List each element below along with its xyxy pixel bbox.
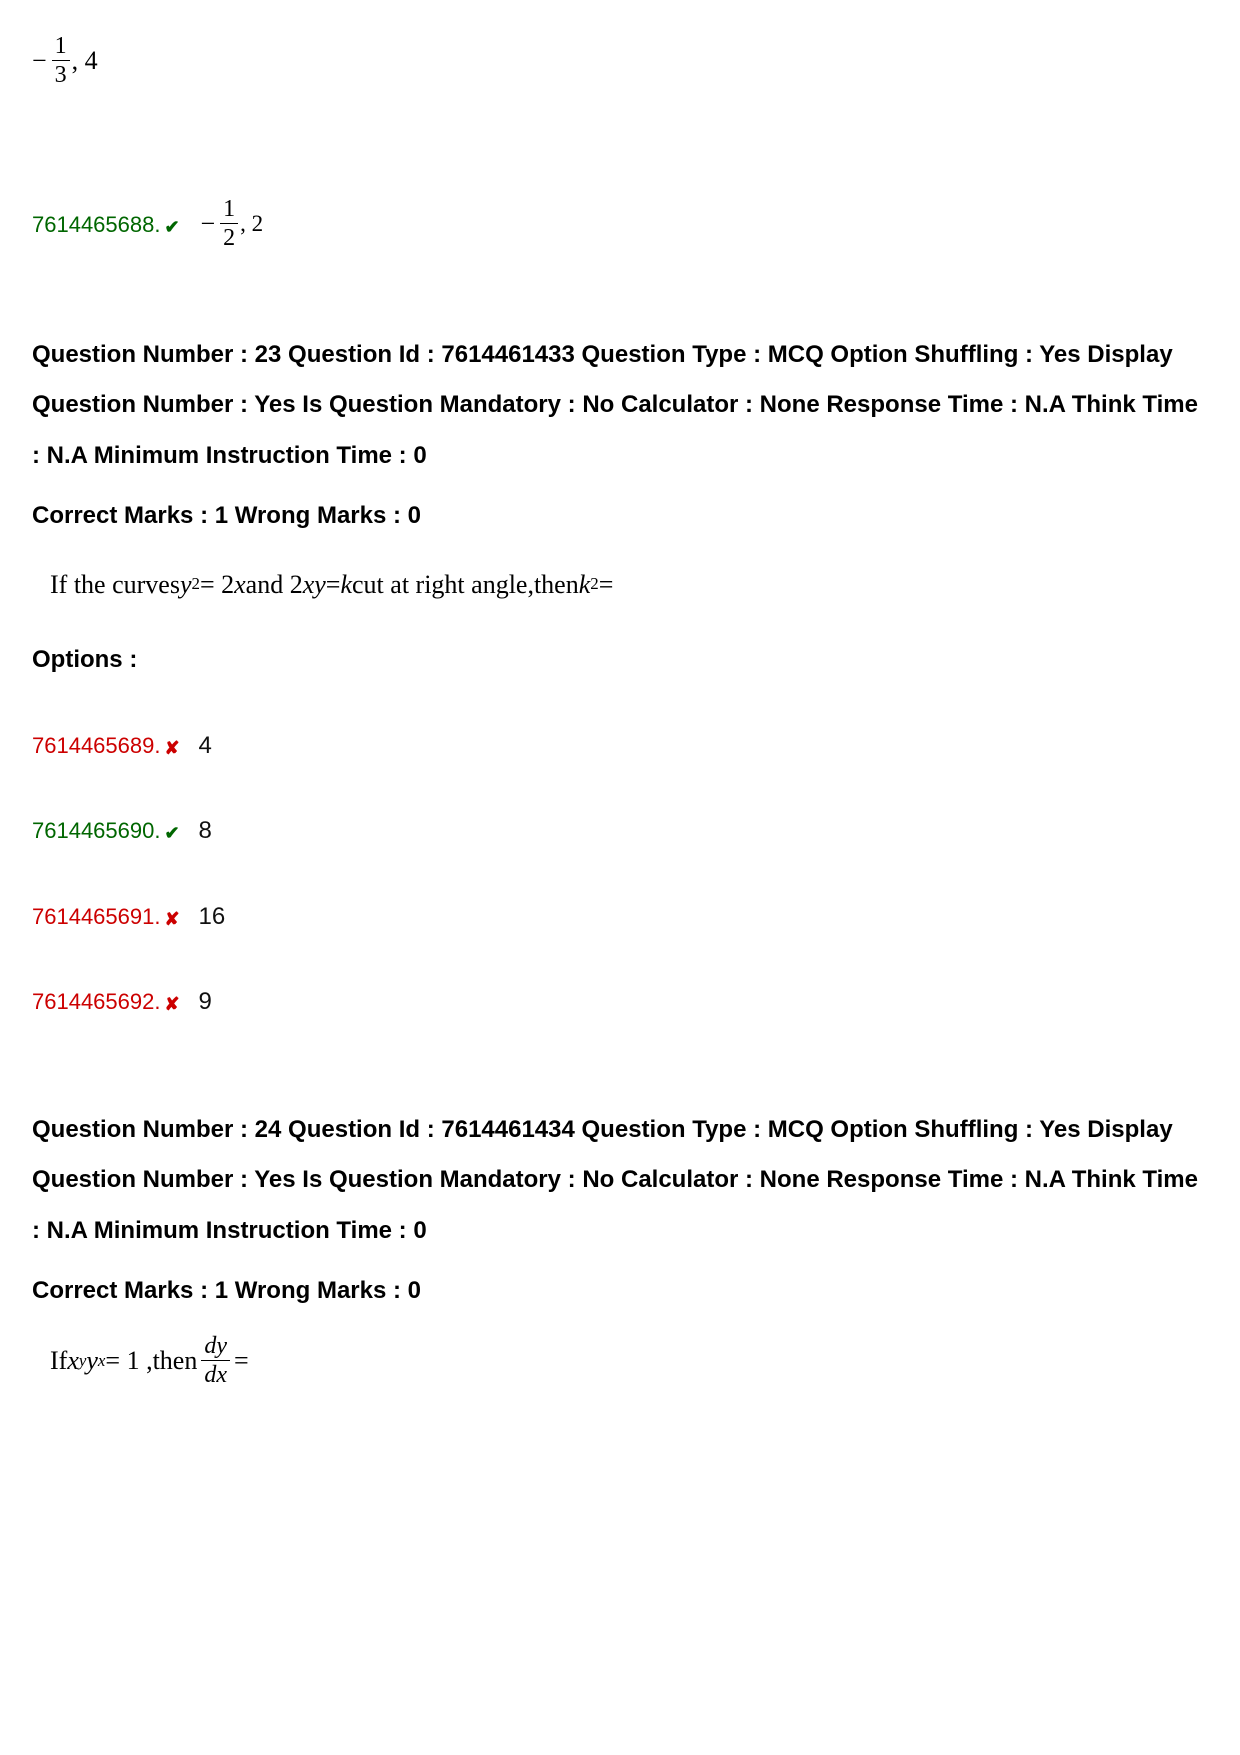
option-row: 7614465689. ✘ 4 xyxy=(32,723,1208,769)
option-id: 7614465691. xyxy=(32,896,160,938)
question-metadata: Question Number : 23 Question Id : 76144… xyxy=(32,330,1208,481)
option-value: 8 xyxy=(198,808,211,854)
question-marks: Correct Marks : 1 Wrong Marks : 0 xyxy=(32,491,1208,541)
option-row: 7614465691. ✘ 16 xyxy=(32,894,1208,940)
check-icon: ✔ xyxy=(164,210,184,244)
option-value: 16 xyxy=(198,894,225,940)
check-icon: ✔ xyxy=(164,816,184,850)
fraction: 1 3 xyxy=(52,34,70,87)
option-value: 9 xyxy=(198,979,211,1025)
option-id: 7614465689. xyxy=(32,725,160,767)
question-marks: Correct Marks : 1 Wrong Marks : 0 xyxy=(32,1266,1208,1316)
fragment-fraction-1: − 1 3 , 4 xyxy=(32,34,1208,87)
option-row: 7614465692. ✘ 9 xyxy=(32,979,1208,1025)
question-text: If the curves y2 = 2x and 2xy = k cut at… xyxy=(50,560,1208,609)
option-value: − 1 2 , 2 xyxy=(200,197,263,250)
option-row: 7614465690. ✔ 8 xyxy=(32,808,1208,854)
cross-icon: ✘ xyxy=(164,731,184,765)
option-id: 7614465692. xyxy=(32,981,160,1023)
fraction: dy dx xyxy=(201,1334,230,1387)
question-text: If xy yx = 1 ,then dy dx = xyxy=(50,1334,1208,1387)
minus-sign: − xyxy=(32,36,47,85)
cross-icon: ✘ xyxy=(164,902,184,936)
option-id: 7614465690. xyxy=(32,810,160,852)
option-value: 4 xyxy=(198,723,211,769)
option-row: 7614465688. ✔ − 1 2 , 2 xyxy=(32,197,1208,250)
question-metadata: Question Number : 24 Question Id : 76144… xyxy=(32,1105,1208,1256)
options-header: Options : xyxy=(32,637,1208,683)
cross-icon: ✘ xyxy=(164,987,184,1021)
option-id: 7614465688. xyxy=(32,204,160,246)
